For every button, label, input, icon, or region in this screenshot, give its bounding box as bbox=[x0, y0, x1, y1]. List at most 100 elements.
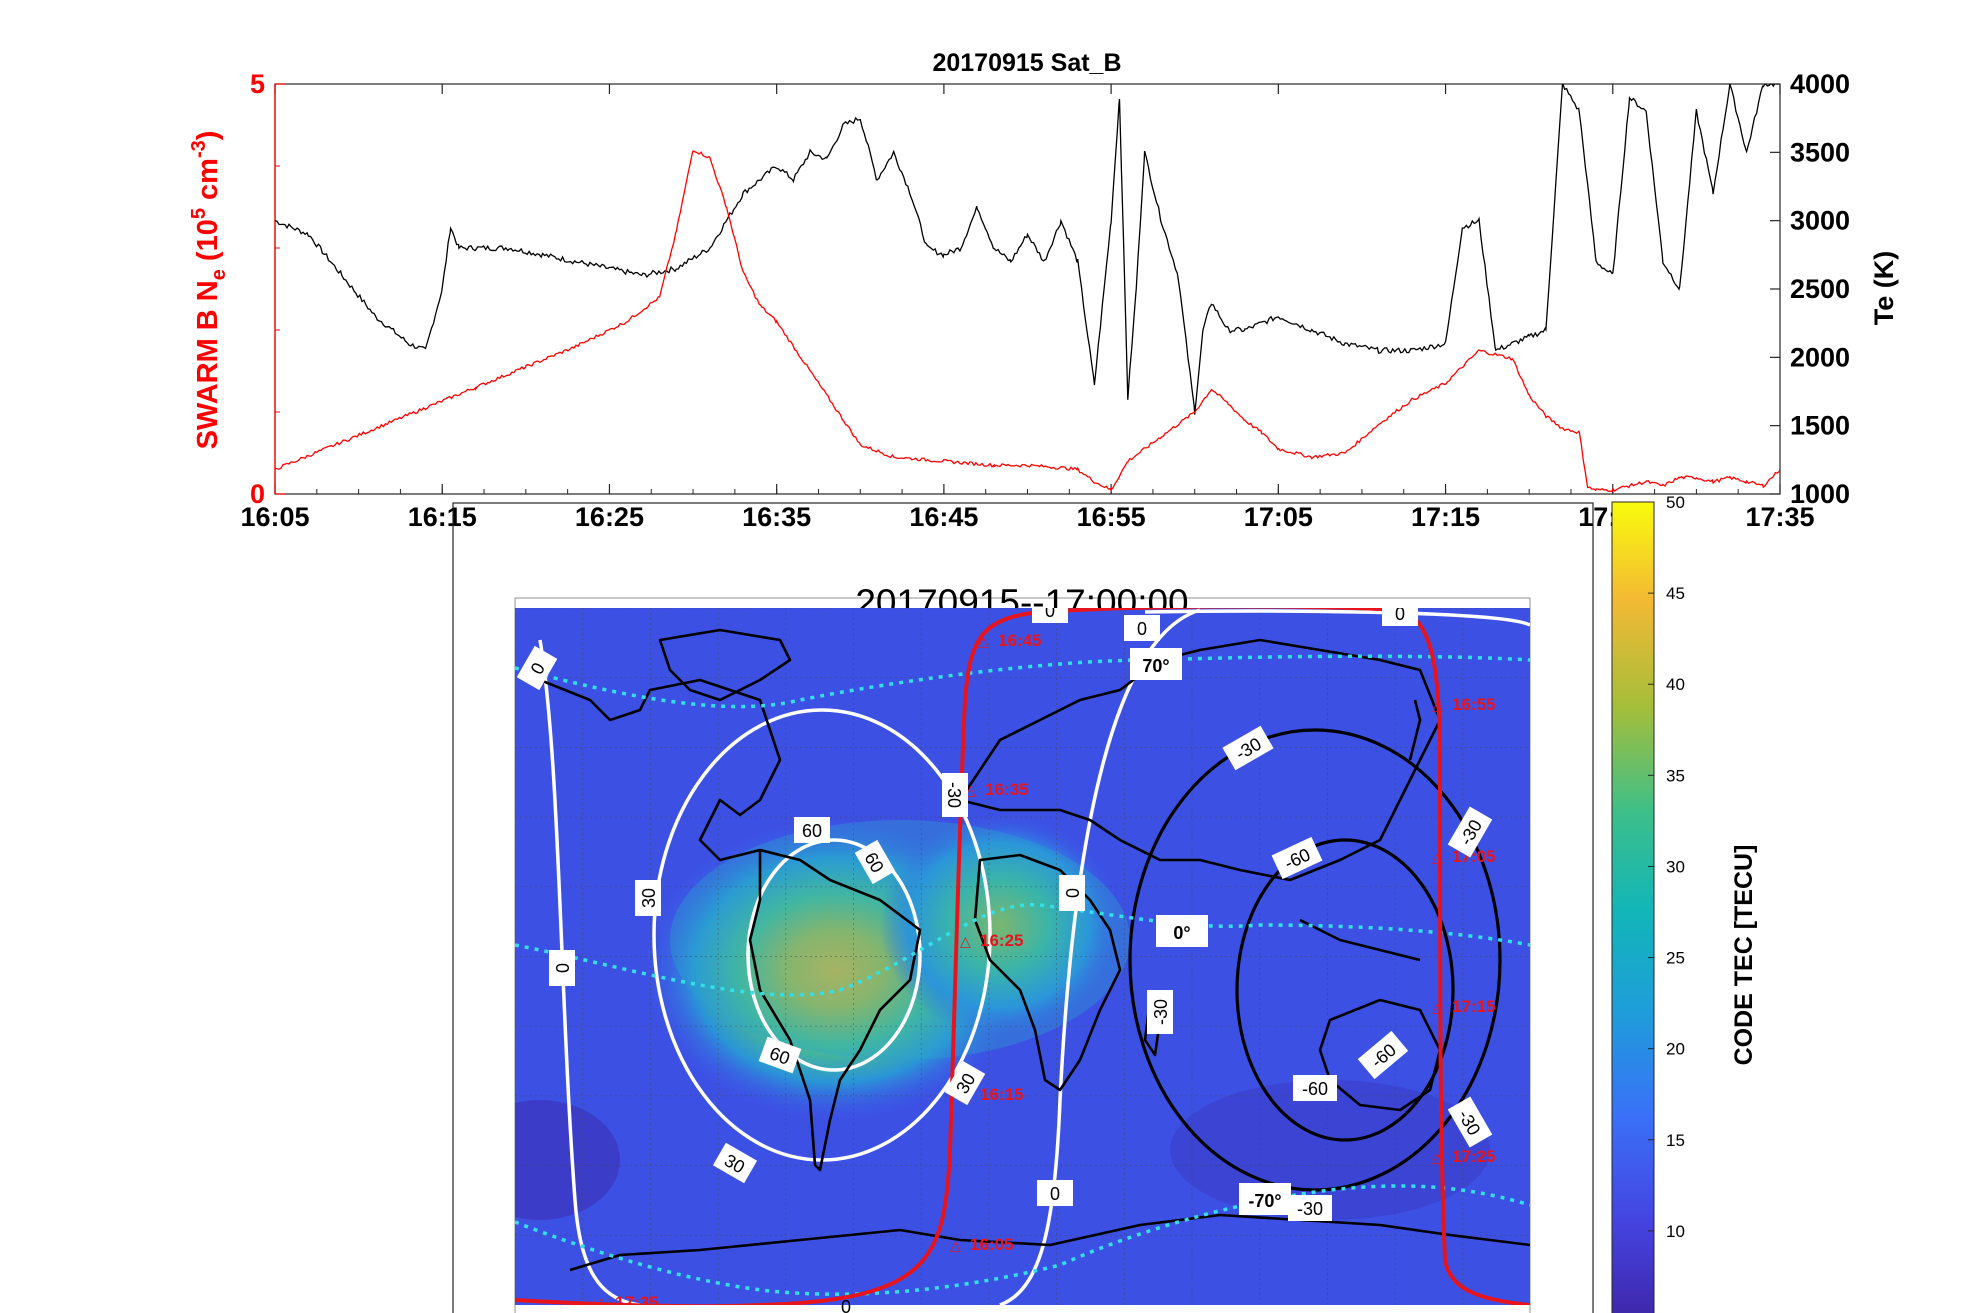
contour-label-white: 0 bbox=[549, 950, 575, 986]
coast-indonesia bbox=[1299, 918, 1421, 962]
mag-lat-0 bbox=[515, 903, 1530, 997]
tec-map: △ 16:05 △ 16:15 △ 16:25 △ 16:35 △ 16:45 △ 16:55 △ 17:… bbox=[515, 601, 1530, 1312]
left-label-part-1: SWARM B N bbox=[192, 280, 224, 449]
contour-label-text: 0 bbox=[1063, 888, 1083, 898]
x-tick-label: 16:35 bbox=[742, 502, 811, 532]
left-label-part-2: (10 bbox=[192, 219, 224, 269]
right-y-axis-label: Te (K) bbox=[1869, 251, 1899, 326]
contour-label-box bbox=[1032, 608, 1068, 623]
contour-label-black: -30 bbox=[942, 773, 968, 817]
orbit-marker-triangle: △ bbox=[595, 1295, 606, 1311]
x-tick-label: 16:25 bbox=[575, 502, 644, 532]
contour-label-text: -30 bbox=[944, 782, 964, 808]
contour-label-white: 0 bbox=[1037, 1180, 1073, 1206]
contour-label-text: 0 bbox=[1045, 601, 1055, 621]
mag-lat-labels: 70° 0° -70° bbox=[1130, 648, 1291, 1215]
coast-europe-asia bbox=[958, 638, 1442, 882]
x-tick-label: 17:05 bbox=[1244, 502, 1313, 532]
contour-label-box bbox=[794, 817, 830, 843]
colorbar-tick-label: 30 bbox=[1666, 857, 1685, 876]
contour-label-text: -30 bbox=[1151, 999, 1171, 1025]
contour-label-black: -60 bbox=[1293, 1075, 1337, 1101]
colorbar-tick-label: 35 bbox=[1666, 766, 1685, 785]
colorbar: 5 10 15 20 25 30 35 40 45 50 CODE TEC [TECU] bbox=[1611, 493, 1758, 1313]
colorbar-ticks: 5 10 15 20 25 30 35 40 45 50 bbox=[1648, 493, 1685, 1313]
coast-antarctica bbox=[569, 1213, 1530, 1272]
right-tick-label: 3500 bbox=[1790, 137, 1850, 167]
orbit-marker-triangle: △ bbox=[1432, 697, 1443, 713]
tec-crest-band bbox=[670, 820, 1130, 1060]
top-chart-title: 20170915 Sat_B bbox=[932, 49, 1121, 77]
mag-lat-label-text: 0° bbox=[1173, 923, 1190, 943]
coast-greenland bbox=[658, 628, 792, 702]
map-outer-axes-frame bbox=[452, 502, 1594, 1313]
left-label-sub: e bbox=[208, 269, 230, 280]
colorbar-tick-label: 50 bbox=[1666, 493, 1685, 512]
contour-minus-30 bbox=[1128, 728, 1502, 1192]
x-tick-label: 17:35 bbox=[1745, 502, 1814, 532]
colorbar-label: CODE TEC [TECU] bbox=[1730, 845, 1758, 1066]
top-time-series-chart: 20170915 Sat_B 16:05 16:15 16:25 16:35 16:45… bbox=[188, 49, 1899, 532]
right-tick-label: 4000 bbox=[1790, 69, 1850, 99]
colorbar-gradient bbox=[1611, 501, 1655, 1313]
x-tick-label: 16:15 bbox=[408, 502, 477, 532]
contour-label-box bbox=[1124, 615, 1160, 641]
left-y-axis: 05 bbox=[250, 69, 285, 509]
right-y-axis: 1000 1500 2000 2500 3000 3500 4000 bbox=[1770, 69, 1850, 509]
contour-label-box bbox=[854, 839, 896, 885]
orbit-time-label: 17:25 bbox=[1452, 1147, 1495, 1166]
colorbar-tick-label: 10 bbox=[1666, 1222, 1685, 1241]
contour-label-boxes: 0000000303030606060-30-30-30-30-30-60-60… bbox=[516, 601, 1493, 1221]
contour-label-box bbox=[516, 645, 558, 691]
mag-lat-label-box bbox=[1130, 648, 1182, 680]
contour-label-box bbox=[758, 1036, 802, 1074]
contour-label-box bbox=[1288, 1195, 1332, 1221]
contour-label-text: 60 bbox=[802, 821, 822, 841]
orbit-time-label: 16:35 bbox=[985, 780, 1028, 799]
orbit-time-label: 17:35 bbox=[615, 1293, 658, 1312]
contour-label-white: 30 bbox=[635, 880, 661, 916]
contour-label-text: -60 bbox=[1302, 1079, 1328, 1099]
right-tick-label: 2000 bbox=[1790, 342, 1850, 372]
contour-label-box bbox=[942, 773, 968, 817]
contour-label-black: -60 bbox=[1357, 1030, 1409, 1080]
left-label-part-4: ) bbox=[192, 131, 224, 141]
orbit-marker-triangle: △ bbox=[1432, 1149, 1443, 1165]
mag-lat-label-box bbox=[1239, 1183, 1291, 1215]
orbit-time-label: 16:05 bbox=[970, 1235, 1013, 1254]
contour-label-box bbox=[712, 1142, 758, 1184]
contour-label-black: -30 bbox=[1147, 990, 1173, 1034]
contour-label-text: 0 bbox=[1050, 1184, 1060, 1204]
contour-60-inner bbox=[746, 838, 922, 1072]
contour-label-white: 0 bbox=[1059, 875, 1085, 911]
orbit-marker-triangle: △ bbox=[978, 633, 989, 649]
coast-south-america bbox=[748, 848, 922, 1172]
contour-label-white: 30 bbox=[944, 1060, 986, 1106]
map-panel: 20170915--17:00:00 bbox=[452, 502, 1594, 1313]
contour-label-black: -60 bbox=[1271, 836, 1323, 880]
contour-label-box bbox=[944, 1060, 986, 1106]
colorbar-tick-label: 25 bbox=[1666, 949, 1685, 968]
orbit-marker-triangle: △ bbox=[965, 782, 976, 798]
orbit-marker-triangle: △ bbox=[960, 933, 971, 949]
contour-label-white: 30 bbox=[712, 1142, 758, 1184]
contour-label-text: 0 bbox=[553, 963, 573, 973]
right-tick-label: 2500 bbox=[1790, 274, 1850, 304]
orbit-marker-triangle: △ bbox=[1432, 849, 1443, 865]
coast-australia bbox=[1318, 998, 1442, 1112]
left-tick-label: 5 bbox=[250, 69, 265, 99]
contour-minus-60 bbox=[1235, 838, 1455, 1142]
contour-label-box bbox=[549, 950, 575, 986]
orbit-time-label: 16:45 bbox=[998, 631, 1041, 650]
contour-label-box bbox=[1037, 1180, 1073, 1206]
contour-label-white: 60 bbox=[854, 839, 896, 885]
x-tick-label: 17:15 bbox=[1411, 502, 1480, 532]
tec-dark-patch-west bbox=[515, 1100, 620, 1220]
x-tick-label: 16:45 bbox=[909, 502, 978, 532]
contour-label-black: -30 bbox=[1288, 1195, 1332, 1221]
left-y-axis-label: SWARM B Ne (105 cm-3) bbox=[188, 131, 230, 450]
contour-label-box bbox=[1447, 806, 1493, 858]
colorbar-tick-label: 40 bbox=[1666, 675, 1685, 694]
ne-series-line bbox=[275, 150, 1780, 492]
orbit-marker-triangle: △ bbox=[950, 1237, 961, 1253]
